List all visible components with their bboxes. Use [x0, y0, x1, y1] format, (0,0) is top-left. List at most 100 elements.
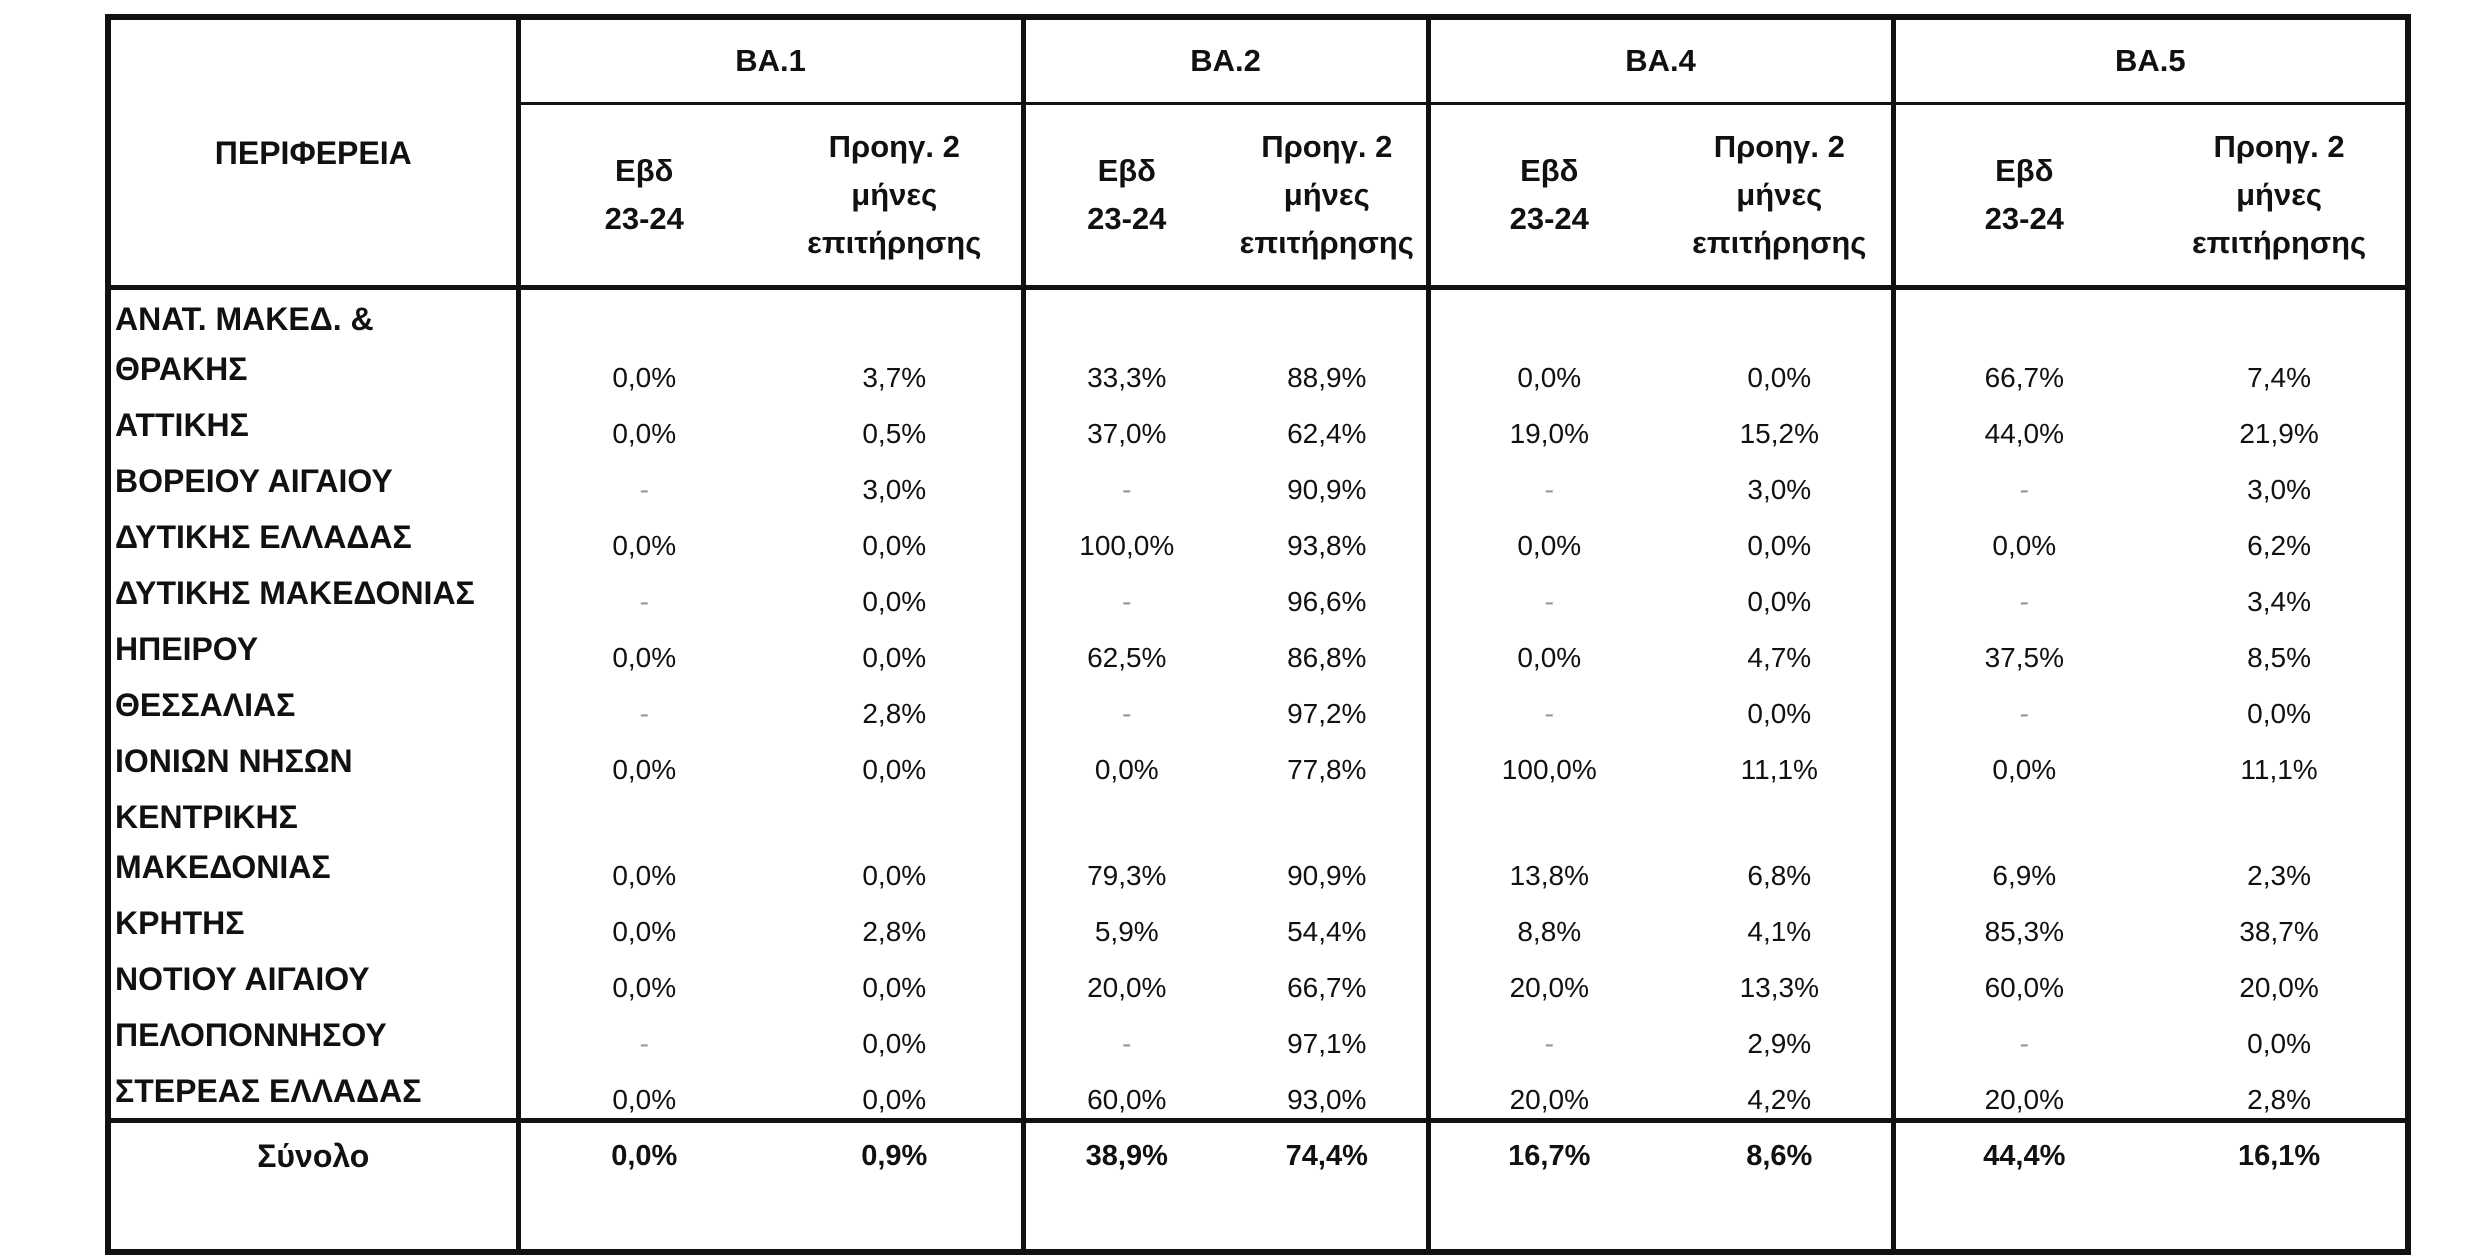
subheader-prev-ba1: Προηγ. 2 μήνες επιτήρησης	[768, 103, 1024, 290]
empty-cell	[1228, 1189, 1428, 1252]
value-cell: 3,4%	[2247, 586, 2311, 617]
value-cell: 86,8%	[1287, 642, 1367, 673]
subheader-week-ba1: Εβδ 23-24	[515, 103, 768, 290]
subheader-week-line1: Εβδ	[1097, 153, 1156, 188]
subheader-prev-line1: Προηγ. 2	[828, 129, 960, 164]
value-cell: 0,0%	[515, 396, 768, 452]
value-cell: 100,0%	[1020, 508, 1229, 564]
value-cell: 62,5%	[1020, 620, 1229, 676]
total-value-cell: 44,4%	[1890, 1118, 2154, 1189]
value-cell: 0,0%	[862, 530, 927, 561]
value-cell: 4,7%	[1747, 642, 1812, 673]
table-row: ΘΕΣΣΑΛΙΑΣ - 2,8% - 97,2% - 0,0% - 0,0%	[108, 676, 2408, 732]
total-row: Σύνολο 0,0% 0,9% 38,9% 74,4% 16,7% 8,6% 44,4% 16…	[108, 1118, 2409, 1189]
value-cell: 0,0%	[862, 642, 927, 673]
region-name: ΑΤΤΙΚΗΣ	[108, 396, 518, 452]
subheader-prev-line2: μήνες	[1736, 177, 1823, 212]
value-cell: 0,0%	[1890, 732, 2154, 788]
value-cell: 79,3%	[1020, 788, 1229, 894]
subheader-prev-line3: επιτήρησης	[807, 225, 982, 260]
value-cell: 0,0%	[1747, 530, 1812, 561]
value-cell: 93,8%	[1287, 530, 1367, 561]
subheader-prev-line1: Προηγ. 2	[2213, 129, 2345, 164]
region-name: ΚΡΗΤΗΣ	[108, 894, 518, 950]
value-cell: 0,0%	[1890, 508, 2154, 564]
value-cell: 0,0%	[515, 287, 768, 396]
value-cell: -	[1020, 676, 1229, 732]
value-cell: 13,3%	[1739, 972, 1819, 1003]
value-cell: 0,0%	[1020, 732, 1229, 788]
value-cell: 7,4%	[2247, 362, 2311, 393]
subheader-prev-line2: μήνες	[851, 177, 938, 212]
value-cell: 66,7%	[1287, 972, 1367, 1003]
value-cell: 97,1%	[1287, 1028, 1367, 1059]
region-name-line1: ΗΠΕΙΡΟΥ	[115, 631, 259, 667]
value-cell: 62,4%	[1287, 418, 1367, 449]
subheader-week-ba5: Εβδ 23-24	[1890, 103, 2154, 290]
value-cell: 77,8%	[1287, 754, 1367, 785]
empty-cell	[1425, 1189, 1669, 1252]
value-cell: -	[1020, 1006, 1229, 1062]
value-cell: 0,0%	[1425, 287, 1669, 396]
region-name-line1: ΔΥΤΙΚΗΣ ΕΛΛΑΔΑΣ	[115, 519, 412, 555]
value-cell: 20,0%	[2239, 972, 2319, 1003]
value-cell: 44,0%	[1890, 396, 2154, 452]
value-cell: 60,0%	[1020, 1062, 1229, 1121]
value-cell: 0,0%	[1425, 620, 1669, 676]
group-header-ba2: ΒΑ.2	[1020, 17, 1429, 105]
value-cell: 4,1%	[1747, 916, 1812, 947]
region-name: ΒΟΡΕΙΟΥ ΑΙΓΑΙΟΥ	[108, 452, 518, 508]
value-cell: 3,7%	[862, 362, 927, 393]
value-cell: 0,0%	[515, 1062, 768, 1121]
empty-cell	[1890, 1189, 2154, 1252]
value-cell: 33,3%	[1020, 287, 1229, 396]
region-name: ΗΠΕΙΡΟΥ	[108, 620, 518, 676]
value-cell: 38,7%	[2239, 916, 2319, 947]
subheader-prev-ba5: Προηγ. 2 μήνες επιτήρησης	[2153, 103, 2409, 290]
table-row: ΙΟΝΙΩΝ ΝΗΣΩΝ 0,0% 0,0% 0,0% 77,8% 100,0% 11,1%…	[108, 732, 2408, 788]
table-row: ΝΟΤΙΟΥ ΑΙΓΑΙΟΥ 0,0% 0,0% 20,0% 66,7% 20,0% 13,…	[108, 950, 2408, 1006]
value-cell: 0,5%	[862, 418, 927, 449]
value-cell: 90,9%	[1287, 860, 1367, 891]
value-cell: 0,0%	[515, 620, 768, 676]
value-cell: 0,0%	[1747, 586, 1812, 617]
total-value-cell: 0,9%	[768, 1118, 1024, 1189]
value-cell: 0,0%	[862, 972, 927, 1003]
subheader-week-line2: 23-24	[1087, 201, 1167, 236]
subheader-prev-line3: επιτήρησης	[1692, 225, 1867, 260]
value-cell: 37,5%	[1890, 620, 2154, 676]
value-cell: 0,0%	[2247, 698, 2311, 729]
value-cell: -	[1890, 676, 2154, 732]
value-cell: 0,0%	[862, 860, 927, 891]
empty-cell	[1668, 1189, 1893, 1252]
table-row: ΠΕΛΟΠΟΝΝΗΣΟΥ - 0,0% - 97,1% - 2,9% - 0,0%	[108, 1006, 2408, 1062]
total-value-cell: 8,6%	[1668, 1118, 1894, 1189]
value-cell: 37,0%	[1020, 396, 1229, 452]
region-name-line1: ΚΕΝΤΡΙΚΗΣ	[115, 799, 298, 835]
subheader-week-line2: 23-24	[1509, 201, 1589, 236]
value-cell: 0,0%	[515, 894, 768, 950]
bottom-padding-row	[108, 1189, 2408, 1252]
value-cell: 15,2%	[1739, 418, 1819, 449]
empty-cell	[108, 1189, 518, 1252]
value-cell: 3,0%	[1747, 474, 1812, 505]
subheader-prev-line1: Προηγ. 2	[1713, 129, 1845, 164]
value-cell: 0,0%	[862, 1028, 927, 1059]
group-header-row: ΠΕΡΙΦΕΡΕΙΑ ΒΑ.1 ΒΑ.2 ΒΑ.4 ΒΑ.5	[108, 17, 2409, 290]
value-cell: -	[515, 1006, 768, 1062]
value-cell: 5,9%	[1020, 894, 1229, 950]
value-cell: 96,6%	[1287, 586, 1367, 617]
table-row: ΒΟΡΕΙΟΥ ΑΙΓΑΙΟΥ - 3,0% - 90,9% - 3,0% - 3,0%	[108, 452, 2408, 508]
empty-cell	[768, 1189, 1023, 1252]
table-row: ΑΝΑΤ. ΜΑΚΕΔ. & ΘΡΑΚΗΣ 0,0% 3,7% 33,3% 88,9% 0,…	[108, 287, 2408, 396]
table-body: ΑΝΑΤ. ΜΑΚΕΔ. & ΘΡΑΚΗΣ 0,0% 3,7% 33,3% 88,9% 0,…	[108, 287, 2409, 1252]
value-cell: 20,0%	[1425, 950, 1669, 1006]
value-cell: 2,8%	[862, 916, 927, 947]
value-cell: 6,8%	[1747, 860, 1812, 891]
empty-cell	[1020, 1189, 1229, 1252]
variant-table-container: ΠΕΡΙΦΕΡΕΙΑ ΒΑ.1 ΒΑ.2 ΒΑ.4 ΒΑ.5 Εβδ 23-24 Π…	[105, 14, 2412, 1255]
value-cell: 0,0%	[862, 754, 927, 785]
region-name: ΣΤΕΡΕΑΣ ΕΛΛΑΔΑΣ	[108, 1062, 518, 1121]
region-name: ΔΥΤΙΚΗΣ ΜΑΚΕΔΟΝΙΑΣ	[108, 564, 518, 620]
subheader-week-line2: 23-24	[604, 201, 684, 236]
